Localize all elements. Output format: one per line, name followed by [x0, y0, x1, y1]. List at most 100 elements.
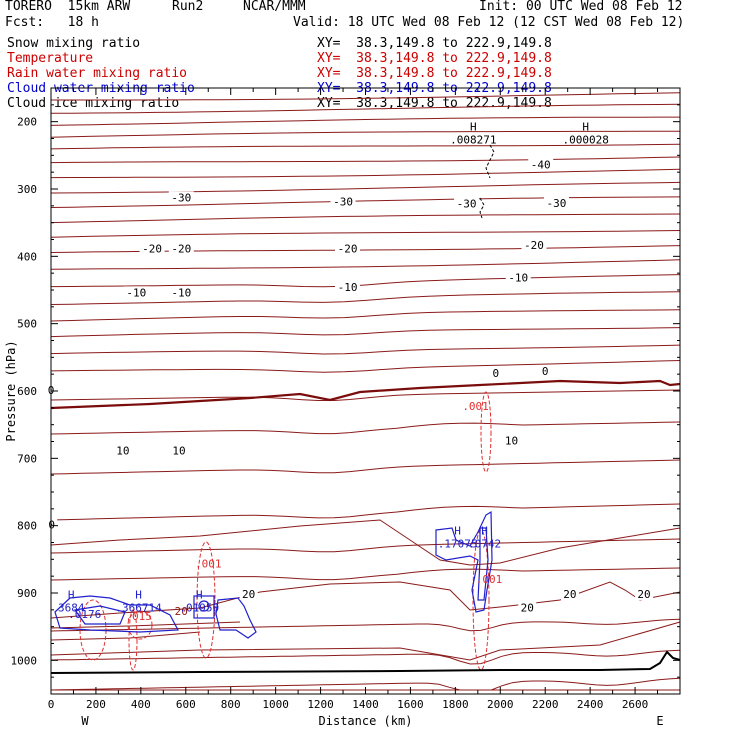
y-tick-label: 300 — [17, 183, 37, 196]
maximum-h-marker: H — [196, 588, 203, 601]
cloud-water-contours — [54, 510, 493, 639]
y-axis-label: Pressure (hPa) — [4, 340, 18, 441]
label-background — [123, 286, 149, 299]
x-tick-label: 2600 — [622, 698, 649, 711]
isotherm-label: -20 — [171, 243, 191, 256]
maximum-value: 3684 — [58, 601, 85, 614]
label-background — [490, 367, 502, 380]
isotherm-label: -20 — [338, 243, 358, 256]
y-tick-label: 600 — [17, 385, 37, 398]
field-xy-range: XY= 38.3,149.8 to 222.9,149.8 — [317, 36, 552, 51]
init-time: Init: 00 UTC Wed 08 Feb 12 — [479, 0, 683, 14]
y-tick-label: 800 — [17, 520, 37, 533]
x-tick-label: 2000 — [487, 698, 514, 711]
isotherm-line — [50, 631, 201, 641]
label-background — [335, 280, 361, 293]
y-tick-label: 500 — [17, 318, 37, 331]
label-background — [518, 601, 537, 614]
label-background — [502, 434, 521, 447]
y-tick-label: 900 — [17, 587, 37, 600]
field-label: Rain water mixing ratio — [7, 66, 188, 81]
x-tick-label: 400 — [131, 698, 151, 711]
isotherm-line — [50, 181, 681, 194]
field-xy-range: XY= 38.3,149.8 to 222.9,149.8 — [317, 66, 552, 81]
east-label: E — [656, 714, 663, 728]
isotherm-label: 10 — [505, 435, 518, 448]
x-tick-label: 1400 — [352, 698, 379, 711]
x-tick-label: 1200 — [307, 698, 334, 711]
label-background — [239, 588, 258, 601]
isotherm-line — [50, 213, 681, 224]
maximum-h-marker: H — [481, 525, 488, 538]
label-background — [635, 588, 654, 601]
maximum-value: .366714 — [115, 601, 162, 614]
label-background — [560, 588, 579, 601]
label-background — [46, 518, 58, 531]
label-background — [505, 271, 531, 284]
maximum-h-marker: H — [454, 525, 461, 538]
cloud-water-contour — [54, 595, 179, 633]
isotherm-line — [50, 168, 681, 179]
isotherm-line — [50, 196, 681, 208]
field-label: Snow mixing ratio — [7, 36, 141, 51]
label-background — [113, 444, 132, 457]
terrain-line — [50, 650, 681, 674]
valid-time: Valid: 18 UTC Wed 08 Feb 12 (12 CST Wed … — [293, 15, 685, 30]
x-tick-label: 0 — [48, 698, 55, 711]
rain-contour — [79, 599, 107, 661]
label-background — [521, 239, 547, 252]
contour-labels: 0000101010-10-10-10-10-20-20-20-20-30-30… — [45, 158, 654, 623]
rain-contour — [128, 609, 138, 671]
contour-value-label: .015 — [125, 610, 152, 623]
model-title: TORERO 15km ARW — [5, 0, 131, 14]
isotherm-line — [50, 230, 681, 238]
isotherm-label: -20 — [142, 243, 162, 256]
label-background — [170, 444, 189, 457]
x-axis-label: Distance (km) — [319, 714, 413, 728]
maximum-value: .000028 — [562, 134, 608, 147]
isotherm-line — [50, 503, 681, 521]
isotherm-line — [50, 130, 681, 138]
isotherm-line — [50, 618, 681, 632]
x-tick-label: 1600 — [397, 698, 424, 711]
isotherm-label: -30 — [333, 195, 353, 208]
org-label: NCAR/MMM — [243, 0, 306, 14]
isotherm-line — [50, 649, 681, 665]
x-tick-label: 2200 — [532, 698, 559, 711]
rain-contour — [127, 610, 153, 640]
label-background — [168, 242, 194, 255]
x-tick-label: 200 — [86, 698, 106, 711]
maximum-value: .01950 — [179, 601, 219, 614]
isotherm-line — [50, 143, 681, 150]
cloud-ice-contour — [485, 144, 495, 179]
cloud-ice-contours — [479, 144, 495, 219]
maximum-value: .0742 — [468, 538, 501, 551]
label-background — [330, 195, 356, 208]
maximum-h-marker: H — [68, 588, 75, 601]
y-tick-label: 200 — [17, 116, 37, 129]
isotherm-label: 20 — [242, 588, 255, 601]
isotherm-line — [50, 291, 681, 305]
isotherm-line — [50, 421, 681, 435]
freezing-level-line — [50, 379, 681, 410]
isotherm-line — [50, 621, 241, 629]
isotherm-label: 20 — [637, 588, 650, 601]
isotherm-line — [50, 360, 681, 373]
maximum-h-marker: H — [470, 121, 477, 134]
contour-value-label: .001 — [462, 400, 489, 413]
label-background — [139, 242, 165, 255]
rain-contour — [472, 529, 490, 671]
label-background — [168, 286, 194, 299]
isotherm-line — [50, 621, 681, 661]
isotherm-label: -30 — [171, 191, 191, 204]
isotherm-line — [50, 459, 681, 475]
y-tick-label: 700 — [17, 452, 37, 465]
isotherm-line — [50, 327, 681, 338]
isotherm-label: -10 — [508, 272, 528, 285]
contour-value-label: .0176 — [68, 608, 101, 621]
terrain-line — [50, 650, 681, 674]
label-background — [539, 365, 551, 378]
isotherm-label: 20 — [563, 588, 576, 601]
isotherm-label: -20 — [524, 239, 544, 252]
isotherm-label: -40 — [531, 158, 551, 171]
